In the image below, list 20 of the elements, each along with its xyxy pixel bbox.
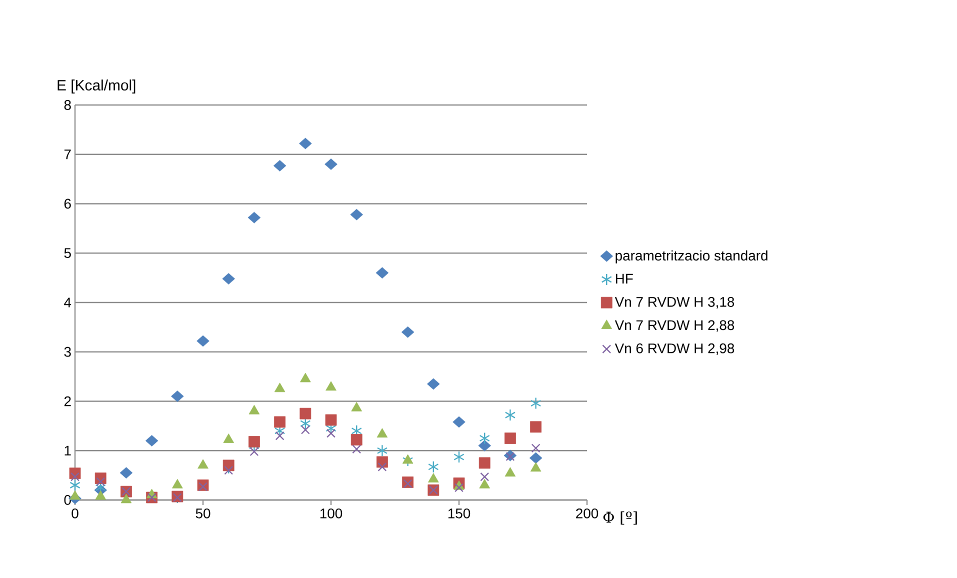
y-axis-title: E [Kcal/mol] (58, 80, 136, 94)
legend-label: HF (616, 274, 633, 284)
legend-label: parametritzacio standard (616, 250, 768, 264)
y-tick-label: 3 (64, 346, 71, 357)
x-tick-label: 100 (320, 508, 342, 518)
y-tick-label: 8 (64, 100, 71, 110)
y-tick-label: 6 (64, 198, 71, 209)
x-tick-label: 50 (196, 508, 210, 518)
legend-label: Vn 7 RVDW H 2,88 (614, 320, 734, 332)
y-tick-label: 5 (64, 248, 71, 258)
y-tick-label: 4 (64, 298, 72, 308)
x-tick-label: 200 (576, 508, 598, 518)
legend-label: Vn 7 RVDW H 3,18 (614, 296, 734, 309)
y-tick-label: 1 (64, 446, 71, 456)
x-tick-label: 0 (72, 508, 78, 518)
legend-label: Vn 6 RVDW H 2,98 (614, 343, 734, 355)
y-tick-label: 2 (64, 396, 71, 406)
x-axis-title: Φ [º] (603, 511, 637, 525)
x-tick-label: 150 (448, 508, 470, 518)
y-tick-label: 7 (64, 150, 71, 160)
